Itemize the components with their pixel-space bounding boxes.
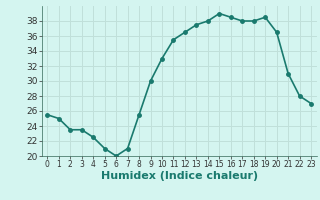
X-axis label: Humidex (Indice chaleur): Humidex (Indice chaleur) xyxy=(100,171,258,181)
